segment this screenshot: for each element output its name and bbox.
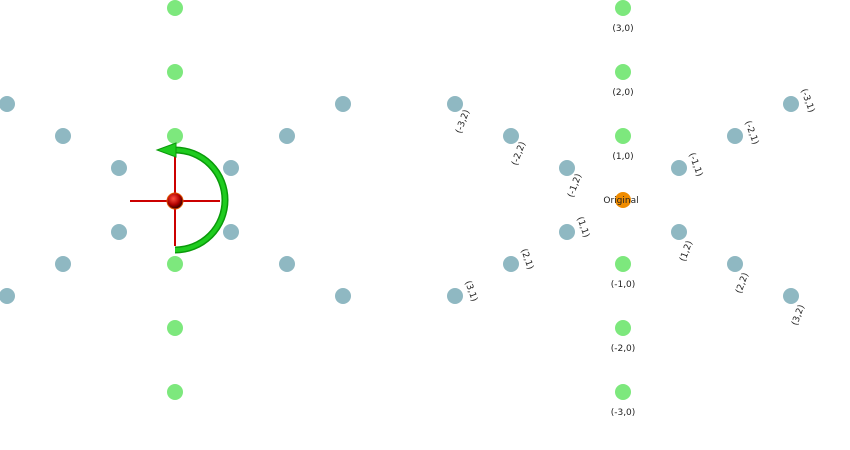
lattice-point: (-1,2): [559, 160, 584, 199]
pivot-sphere-icon: [166, 192, 184, 210]
point-label: (2,1): [518, 248, 535, 271]
lattice-point: [167, 384, 183, 400]
point-label: (3,2): [790, 304, 807, 327]
point-label: (3,0): [612, 24, 633, 34]
lattice-point: [111, 224, 127, 240]
point-marker: [615, 320, 631, 336]
lattice-point: (2,2): [727, 256, 751, 295]
point-marker: [671, 224, 687, 240]
lattice-point: [279, 128, 295, 144]
point-label: (-1,2): [566, 172, 584, 199]
point-label: (1,0): [612, 152, 633, 162]
point-label: (-1,1): [686, 152, 704, 179]
point-marker: [559, 224, 575, 240]
lattice-point: [223, 224, 239, 240]
point-label: (-2,2): [510, 140, 528, 167]
point-label: (-2,1): [742, 120, 760, 147]
point-marker: [783, 288, 799, 304]
lattice-point: [167, 128, 183, 144]
lattice-point: (-3,1): [783, 88, 816, 115]
point-label: (-3,2): [454, 108, 472, 135]
lattice-point: (-1,0): [611, 256, 636, 290]
right-panel: (3,0) (2,0) (1,0) (-1,0) (-2,0) (-3,0) (-1,2) (…: [447, 0, 816, 418]
point-label: (-3,1): [798, 88, 816, 115]
lattice-point: [0, 288, 15, 304]
lattice-point: (1,2): [671, 224, 695, 263]
lattice-point: (3,2): [783, 288, 807, 327]
point-marker: [615, 256, 631, 272]
lattice-point: (-1,1): [671, 152, 704, 179]
lattice-point: (3,0): [612, 0, 634, 34]
lattice-point: [0, 96, 15, 112]
point-marker: [447, 96, 463, 112]
point-marker: [671, 160, 687, 176]
point-marker: [615, 64, 631, 80]
point-marker: [447, 288, 463, 304]
point-label: (3,1): [462, 280, 479, 303]
point-marker: [503, 256, 519, 272]
lattice-point: [111, 160, 127, 176]
point-label: (-1,0): [611, 280, 636, 290]
point-marker: [727, 128, 743, 144]
point-label: (2,0): [612, 88, 633, 98]
lattice-point: [55, 128, 71, 144]
point-label: (-2,0): [611, 344, 636, 354]
origin-label: Original: [603, 196, 638, 206]
point-marker: [503, 128, 519, 144]
lattice-point: [55, 256, 71, 272]
left-panel: [0, 0, 351, 400]
point-marker: [615, 0, 631, 16]
point-marker: [559, 160, 575, 176]
point-marker: [727, 256, 743, 272]
origin-point: [615, 192, 631, 208]
lattice-point: (3,1): [447, 280, 479, 304]
point-label: (-3,0): [611, 408, 636, 418]
lattice-point: (1,1): [559, 216, 591, 240]
point-marker: [615, 128, 631, 144]
point-label: (2,2): [734, 272, 751, 295]
lattice-point: (1,0): [612, 128, 634, 162]
lattice-point: (-2,2): [503, 128, 528, 167]
lattice-point: (-3,2): [447, 96, 472, 135]
lattice-point: (2,0): [612, 64, 634, 98]
lattice-point: [335, 288, 351, 304]
rotation-arrow-icon: [155, 142, 229, 254]
point-label: (1,1): [574, 216, 591, 239]
point-marker: [615, 384, 631, 400]
lattice-point: [167, 256, 183, 272]
point-marker: [783, 96, 799, 112]
lattice-point: [167, 320, 183, 336]
lattice-point: (-2,0): [611, 320, 636, 354]
lattice-point: (-2,1): [727, 120, 760, 147]
lattice-point: [279, 256, 295, 272]
lattice-point: (-3,0): [611, 384, 636, 418]
lattice-point: [167, 64, 183, 80]
lattice-point: [223, 160, 239, 176]
point-label: (1,2): [678, 240, 695, 263]
lattice-point: [335, 96, 351, 112]
lattice-point: (2,1): [503, 248, 535, 272]
lattice-point: [167, 0, 183, 16]
